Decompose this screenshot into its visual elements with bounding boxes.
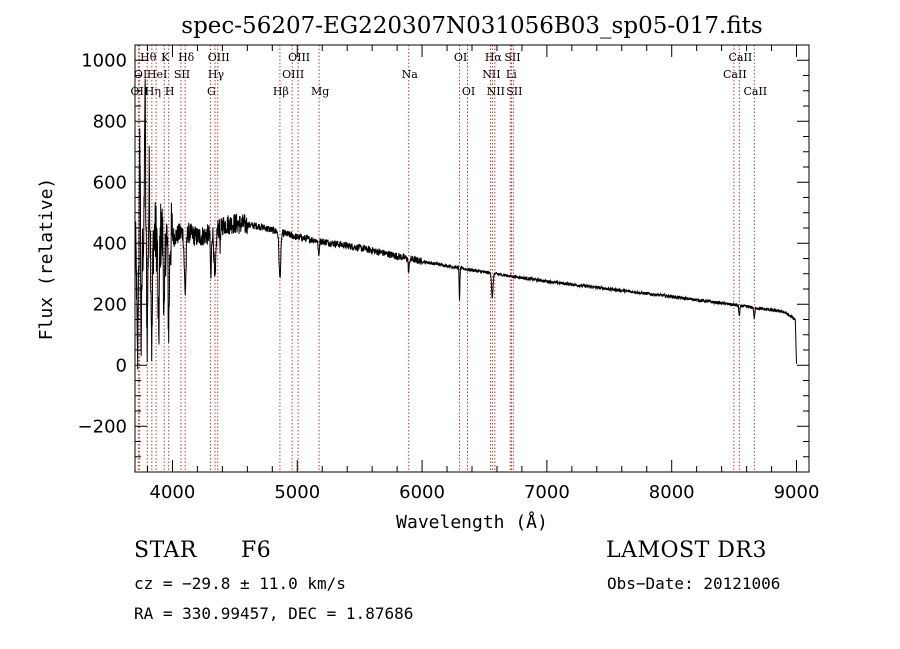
obs-date: Obs−Date: 20121006 xyxy=(607,574,781,593)
y-tick-label-3: 400 xyxy=(93,233,127,254)
line-label-12: Hβ xyxy=(273,85,289,98)
y-axis-label: Flux (relative) xyxy=(36,178,57,341)
line-label-20: Hα xyxy=(485,51,503,64)
line-label-21: NII xyxy=(487,85,505,98)
line-label-25: CaII xyxy=(723,68,747,81)
plot-frame xyxy=(134,44,810,473)
chart-title: spec-56207-EG220307N031056B03_sp05-017.f… xyxy=(181,13,762,39)
line-label-2: Hθ xyxy=(140,51,157,64)
line-label-26: CaII xyxy=(729,51,753,64)
line-label-1: OI xyxy=(134,68,147,81)
y-tick-label-6: 1000 xyxy=(81,50,127,71)
line-label-10: Hγ xyxy=(208,68,225,81)
line-label-11: OIII xyxy=(208,51,230,64)
x-tick-label-5: 9000 xyxy=(774,482,820,503)
plot-axes: 4000 5000 6000 7000 8000 9000 −200 0 200 400 600 80… xyxy=(78,44,820,503)
y-tick-label-4: 600 xyxy=(93,172,127,193)
y-tick-label-2: 200 xyxy=(93,294,127,315)
survey-release: LAMOST DR3 xyxy=(606,538,767,563)
line-label-18: OI xyxy=(462,85,475,98)
coordinates: RA = 330.99457, DEC = 1.87686 xyxy=(134,604,414,623)
line-label-16: Na xyxy=(402,68,419,81)
y-tick-label-0: −200 xyxy=(78,416,127,437)
y-tick-label-5: 800 xyxy=(93,111,127,132)
spectral-line-markers: OIIOIHθHηHeIKHSIIHδGHγOIIIHβOIIIOIIIMgNa… xyxy=(131,45,767,472)
spectrum-series xyxy=(134,78,797,370)
line-label-7: SII xyxy=(174,68,190,81)
line-label-4: HeI xyxy=(147,68,167,81)
line-label-5: K xyxy=(161,51,170,64)
x-tick-label-1: 5000 xyxy=(274,482,320,503)
x-tick-label-4: 8000 xyxy=(649,482,695,503)
line-label-6: H xyxy=(165,85,175,98)
x-tick-label-2: 6000 xyxy=(399,482,445,503)
object-class: STAR xyxy=(134,538,197,563)
line-label-13: OIII xyxy=(282,68,304,81)
line-label-8: Hδ xyxy=(178,51,195,64)
x-tick-label-3: 7000 xyxy=(524,482,570,503)
spectrum-line xyxy=(134,78,797,370)
line-label-14: OIII xyxy=(288,51,310,64)
y-tick-label-1: 0 xyxy=(116,355,127,376)
redshift-readout: cz = −29.8 ± 11.0 km/s xyxy=(134,574,346,593)
line-label-24: SII xyxy=(506,85,522,98)
x-tick-label-0: 4000 xyxy=(150,482,196,503)
x-axis-label: Wavelength (Å) xyxy=(396,511,548,533)
line-label-15: Mg xyxy=(311,85,329,98)
line-label-19: NII xyxy=(482,68,500,81)
object-subclass: F6 xyxy=(241,538,272,563)
line-label-17: OI xyxy=(454,51,467,64)
line-label-9: G xyxy=(207,85,216,98)
line-label-3: Hη xyxy=(145,85,161,98)
line-label-27: CaII xyxy=(743,85,767,98)
line-label-23: SII xyxy=(504,51,520,64)
